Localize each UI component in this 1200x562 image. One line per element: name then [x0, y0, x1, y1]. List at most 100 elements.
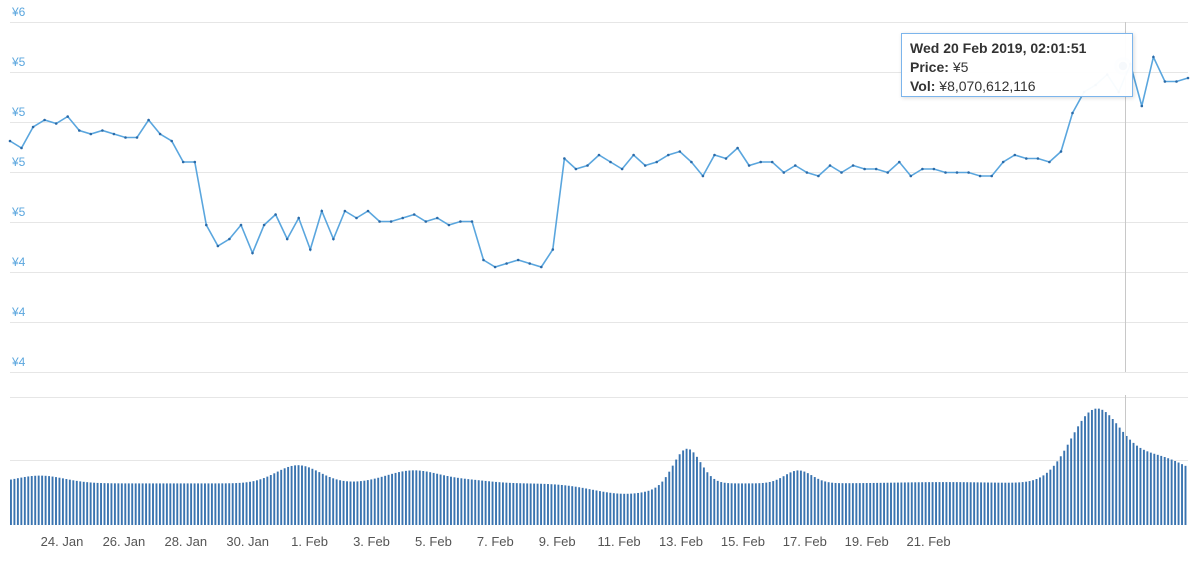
- tooltip-vol-label: Vol:: [910, 78, 936, 94]
- volume-bar: [993, 482, 996, 525]
- volume-bar: [585, 488, 588, 525]
- price-point: [170, 139, 173, 143]
- volume-bar: [1014, 482, 1017, 525]
- volume-bar: [1125, 435, 1128, 525]
- volume-bar: [456, 477, 459, 525]
- volume-bar: [380, 476, 383, 525]
- volume-bar: [858, 483, 861, 525]
- volume-bar: [165, 483, 168, 525]
- volume-bar: [734, 483, 737, 525]
- volume-bar: [1181, 464, 1183, 525]
- volume-bar: [723, 482, 726, 525]
- price-point: [1152, 55, 1155, 59]
- x-tick-label: 5. Feb: [415, 534, 452, 549]
- volume-bar: [235, 483, 238, 525]
- volume-bar: [1163, 457, 1166, 525]
- volume-bar: [217, 483, 220, 525]
- price-point: [1048, 160, 1051, 164]
- volume-bar: [786, 474, 788, 525]
- volume-bar: [599, 491, 601, 525]
- volume-bar: [595, 490, 598, 525]
- volume-bar: [127, 483, 130, 525]
- price-point: [724, 157, 728, 160]
- price-point: [609, 160, 612, 164]
- volume-bar: [1108, 415, 1111, 525]
- price-point: [921, 167, 924, 171]
- volume-bar: [294, 465, 297, 525]
- volume-bar: [280, 469, 283, 525]
- price-point: [898, 160, 901, 164]
- volume-bar: [626, 493, 629, 525]
- price-point: [620, 167, 624, 171]
- volume-bar: [810, 475, 813, 525]
- volume-bar: [540, 483, 543, 525]
- price-point: [401, 216, 405, 220]
- volume-bar: [470, 479, 473, 525]
- volume-bar: [924, 482, 927, 525]
- volume-bar: [100, 483, 102, 525]
- x-tick-label: 9. Feb: [539, 534, 576, 549]
- volume-bar: [910, 482, 913, 525]
- volume-bar: [914, 482, 917, 525]
- volume-bar: [210, 483, 213, 525]
- volume-bar: [536, 483, 539, 525]
- volume-bar: [1004, 482, 1007, 525]
- volume-bar: [1045, 472, 1048, 525]
- volume-bar: [793, 471, 795, 525]
- volume-bar: [481, 480, 484, 525]
- volume-bar: [890, 482, 892, 525]
- volume-bar: [495, 481, 497, 525]
- price-point: [874, 167, 878, 171]
- price-point: [239, 223, 243, 227]
- volume-bar: [1097, 408, 1100, 525]
- volume-bar: [145, 483, 148, 525]
- volume-bar: [342, 480, 345, 525]
- price-point: [320, 209, 324, 213]
- volume-bar: [657, 485, 660, 525]
- volume-bar: [935, 482, 937, 525]
- volume-bar: [702, 467, 705, 525]
- x-tick-label: 15. Feb: [721, 534, 765, 549]
- volume-bar: [640, 492, 643, 525]
- volume-bar: [508, 482, 511, 525]
- price-point: [309, 248, 312, 251]
- x-axis-ticks: 24. Jan 26. Jan 28. Jan 30. Jan 1. Feb 3. Feb…: [41, 534, 951, 549]
- volume-bar: [13, 478, 16, 525]
- volume-bar: [980, 482, 983, 525]
- volume-bar: [997, 482, 1000, 525]
- price-point: [459, 220, 462, 223]
- volume-bar: [131, 483, 134, 525]
- volume-bar: [581, 487, 584, 525]
- volume-bar: [1007, 482, 1010, 525]
- volume-bar: [1111, 419, 1114, 525]
- volume-bar: [973, 482, 976, 525]
- price-point: [747, 164, 751, 167]
- price-point: [944, 171, 947, 174]
- volume-bar: [1174, 460, 1177, 525]
- volume-bar: [983, 482, 986, 525]
- volume-bar: [803, 471, 806, 525]
- volume-bar: [754, 483, 757, 525]
- volume-bar: [512, 483, 515, 525]
- volume-bar: [1073, 432, 1076, 525]
- volume-bar: [907, 482, 910, 525]
- volume-bar: [55, 477, 57, 525]
- volume-bar: [633, 493, 636, 525]
- volume-bar: [869, 482, 872, 525]
- price-point: [713, 153, 716, 157]
- volume-bar: [463, 478, 466, 525]
- volume-bar: [411, 470, 414, 525]
- volume-bar: [107, 483, 109, 525]
- volume-bar: [616, 493, 619, 525]
- volume-bar: [58, 477, 61, 525]
- volume-bar: [290, 465, 293, 525]
- volume-bar: [328, 477, 331, 525]
- volume-bar: [751, 483, 754, 525]
- price-point: [493, 265, 497, 269]
- volume-bar: [491, 481, 494, 525]
- price-point: [112, 132, 116, 136]
- volume-bar: [526, 483, 529, 525]
- volume-bar: [758, 483, 761, 525]
- price-point: [378, 220, 381, 223]
- volume-bar: [862, 483, 865, 525]
